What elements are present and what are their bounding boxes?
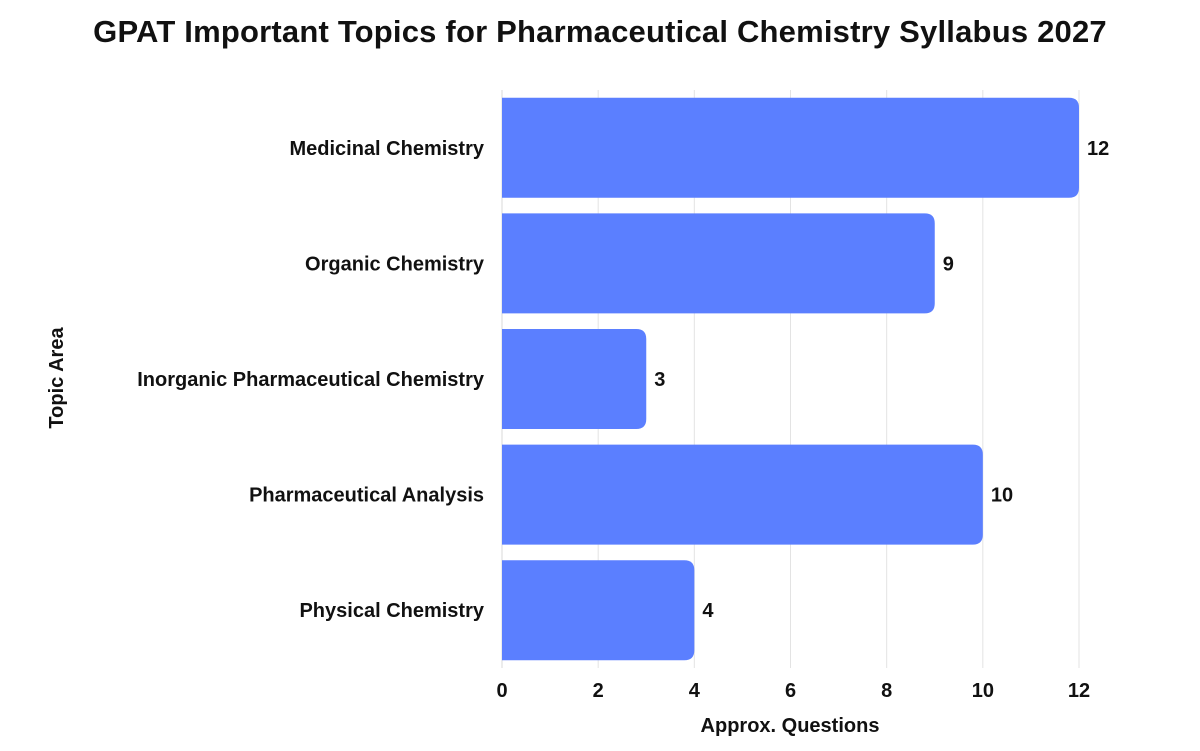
bar — [502, 213, 935, 314]
category-label: Pharmaceutical Analysis — [249, 485, 484, 507]
x-axis-label: Approx. Questions — [701, 715, 880, 737]
bar — [502, 560, 695, 661]
x-tick-label: 0 — [496, 680, 507, 702]
category-label: Inorganic Pharmaceutical Chemistry — [137, 369, 485, 391]
data-label: 9 — [943, 253, 954, 275]
category-label: Organic Chemistry — [305, 253, 485, 275]
x-tick-label: 6 — [785, 680, 796, 702]
labels: 0 2 4 6 8 10 12 12 Medicinal Chemistry 9 Organic C… — [137, 138, 1109, 702]
data-label: 12 — [1087, 138, 1109, 160]
x-tick-label: 4 — [689, 680, 701, 702]
x-tick-label: 12 — [1068, 680, 1090, 702]
bars — [502, 97, 1079, 661]
x-tick-label: 10 — [972, 680, 994, 702]
category-label: Physical Chemistry — [299, 600, 484, 622]
data-label: 3 — [654, 369, 665, 391]
x-tick-label: 8 — [881, 680, 892, 702]
bar — [502, 444, 983, 545]
bar — [502, 97, 1079, 198]
chart-title: GPAT Important Topics for Pharmaceutical… — [93, 14, 1107, 49]
data-label: 10 — [991, 485, 1013, 507]
bar — [502, 329, 647, 429]
data-label: 4 — [702, 600, 714, 622]
y-axis-label: Topic Area — [46, 327, 68, 429]
x-tick-label: 2 — [593, 680, 604, 702]
category-label: Medicinal Chemistry — [289, 138, 484, 160]
